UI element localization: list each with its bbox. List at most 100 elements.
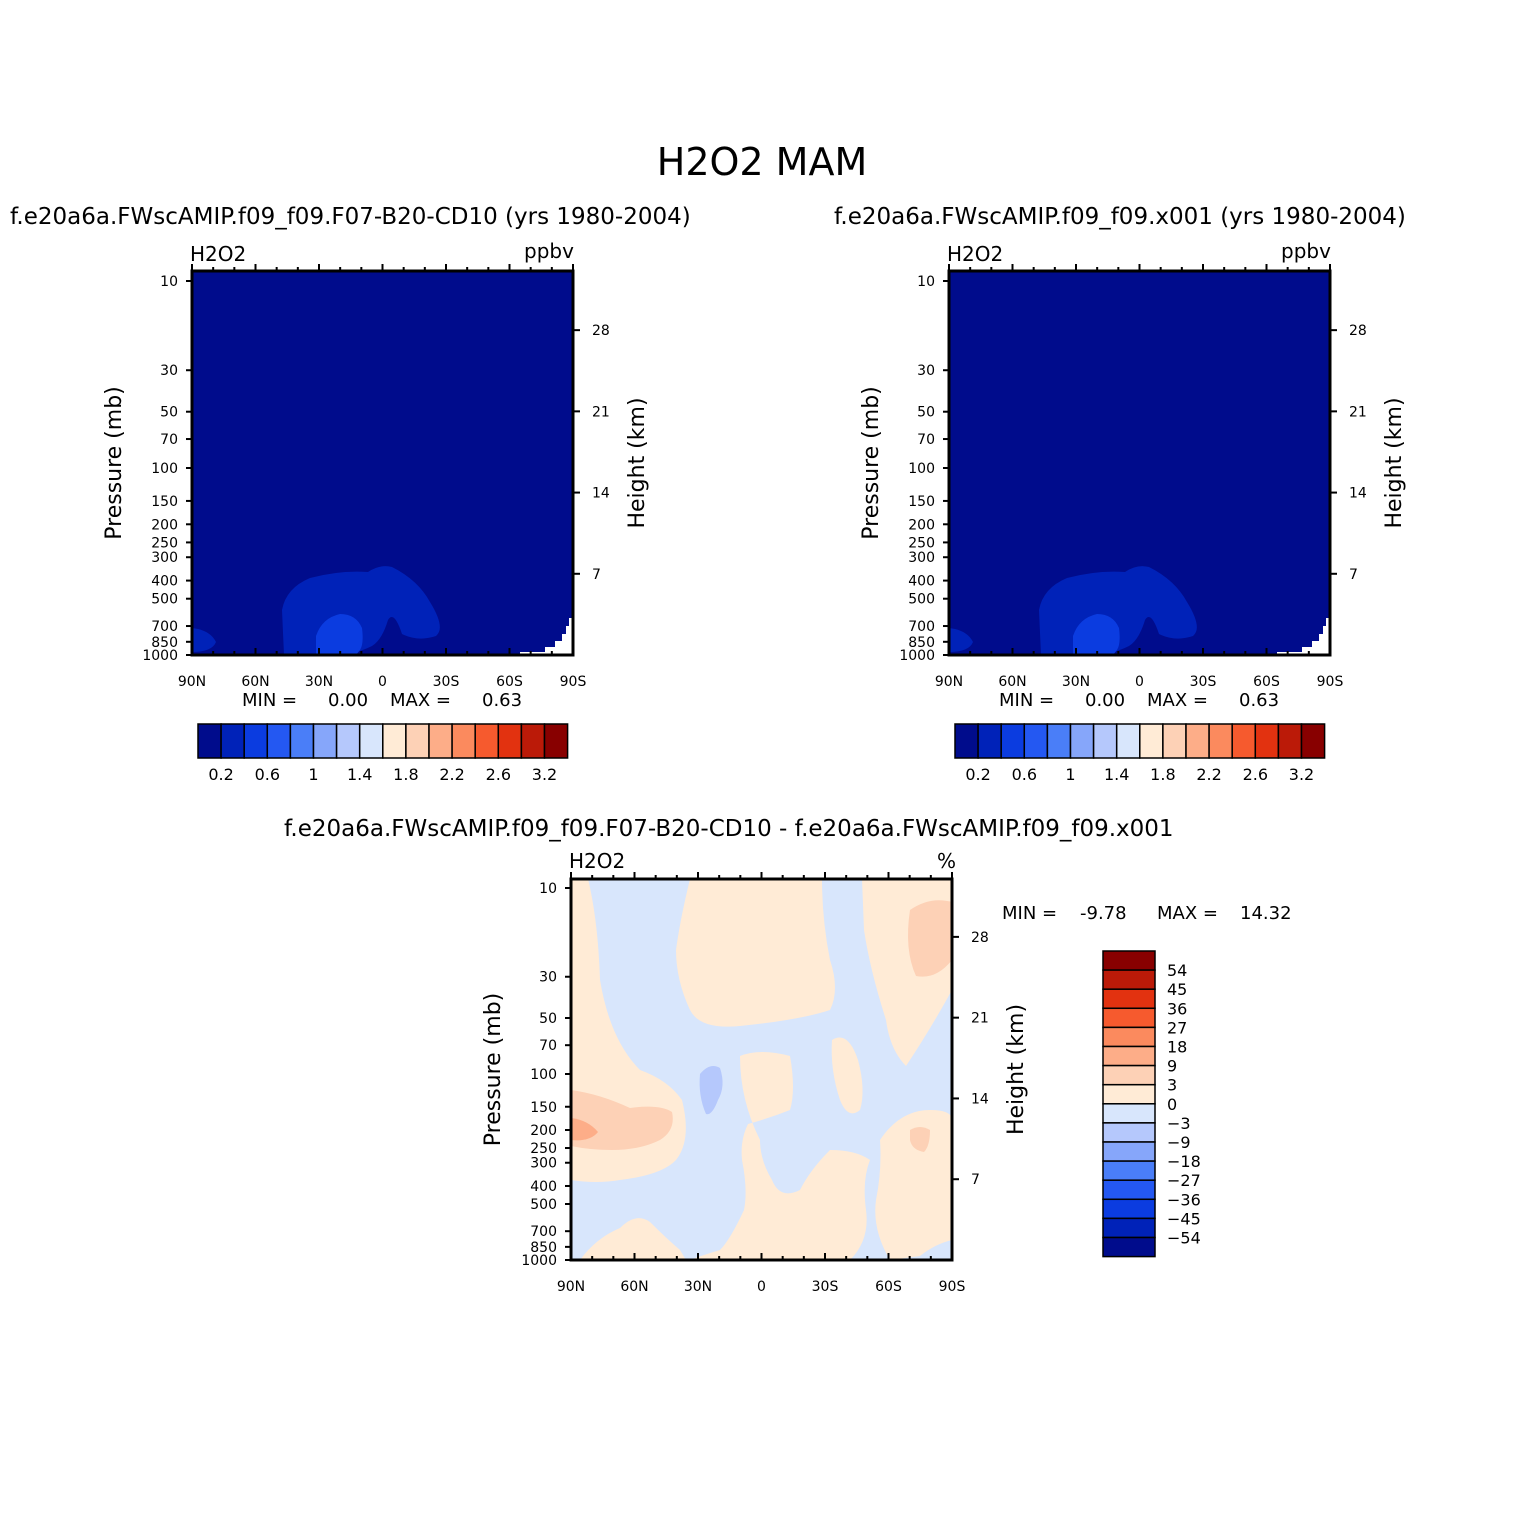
- panel3-colorbar-label: −9: [1167, 1133, 1191, 1152]
- panel3-y-tick-label: 10: [539, 881, 557, 897]
- panel2-colorbar: 0.2 0.6 1 1.4 1.8 2.2 2.6 3.2: [954, 723, 1326, 784]
- panel1-x-tick-label: 90N: [178, 674, 206, 690]
- panel1-y-tick-label: 700: [151, 619, 178, 635]
- panel2-x-tick-label: 60N: [998, 674, 1026, 690]
- panel3-positive-equator: [690, 1052, 870, 1260]
- panel2-colorbar-swatch: [1208, 723, 1233, 759]
- panel1-y-right-tick-label: 28: [592, 323, 610, 339]
- panel2-colorbar-swatch: [1069, 723, 1095, 759]
- panel1-colorbar-swatch: [266, 723, 292, 759]
- panel3-y-right-tick-label: 21: [971, 1011, 989, 1027]
- panel3-colorbar-swatch: [1102, 988, 1156, 1010]
- panel2-y-tick-label: 250: [908, 535, 935, 551]
- panel1-y-right-tick-label: 14: [592, 486, 610, 502]
- panel2-max-label: MAX =: [1147, 690, 1208, 711]
- panel1-y-tick-label: 30: [160, 363, 178, 379]
- panel1-units-label: ppbv: [524, 239, 574, 263]
- panel2-colorbar-swatch: [1277, 723, 1303, 759]
- panel2-y-axis-title: Pressure (mb): [859, 386, 884, 540]
- panel2-colorbar-swatch: [1023, 723, 1049, 759]
- panel3-colorbar-swatch: [1102, 1103, 1156, 1124]
- panel2-colorbar-label: 1: [1065, 765, 1075, 784]
- panel3-colorbar-label: −27: [1167, 1171, 1201, 1190]
- panel2-y-tick-label: 50: [917, 405, 935, 421]
- panel3-colorbar-swatch: [1102, 950, 1156, 971]
- panel3-colorbar-swatch: [1102, 1236, 1156, 1258]
- panel3-x-tick-label: 30S: [812, 1279, 839, 1295]
- panel3-x-tick-label: 60N: [620, 1279, 648, 1295]
- panel1-y-tick-label: 10: [160, 274, 178, 290]
- panel1-x-tick-label: 60N: [241, 674, 269, 690]
- panel3-colorbar-label: −36: [1167, 1190, 1201, 1209]
- panel3-field: [571, 879, 952, 1260]
- panel3-min-label: MIN =: [1002, 903, 1058, 924]
- panel3-colorbar-label: 3: [1167, 1076, 1177, 1095]
- panel1-y-right-tick-label: 21: [592, 404, 610, 420]
- panel2-y-right-tick-label: 21: [1349, 404, 1367, 420]
- panel3-positive-surface-nh: [580, 1218, 686, 1260]
- panel3-y-tick-label: 250: [530, 1141, 557, 1157]
- figure-title: H2O2 MAM: [656, 140, 868, 184]
- panel2-colorbar-label: 2.2: [1196, 765, 1221, 784]
- panel1-x-tick-label: 30N: [305, 674, 333, 690]
- panel3-variable-label: H2O2: [569, 849, 626, 873]
- panel1-x-tick-label: 30S: [433, 674, 460, 690]
- panel3-colorbar-swatch: [1102, 1217, 1156, 1239]
- panel2-colorbar-swatch: [1000, 723, 1026, 759]
- panel3-positive-midlat-nh: [676, 879, 835, 1027]
- panel2-y-tick-label: 70: [917, 432, 935, 448]
- panel1-y-right-tick-label: 7: [592, 567, 601, 583]
- panel1-y-tick-label: 250: [151, 535, 178, 551]
- panel3-colorbar-swatch: [1102, 1083, 1156, 1105]
- panel2-colorbar-swatch: [1115, 723, 1141, 759]
- panel3-colorbar-swatch: [1102, 1007, 1156, 1029]
- panel3-colorbar-swatch: [1102, 1141, 1156, 1162]
- panel2-terrain: [1277, 618, 1330, 655]
- panel1-colorbar-label: 0.6: [255, 765, 280, 784]
- panel2-x-tick-label: 30N: [1062, 674, 1090, 690]
- panel3-colorbar-swatch: [1102, 1045, 1156, 1067]
- panel3-negative-near-surface: [700, 1231, 728, 1250]
- panel3-contour-3-south-lower: [910, 1127, 930, 1152]
- panel1-colorbar-swatch: [197, 723, 222, 759]
- panel2-y-tick-label: 500: [908, 592, 935, 608]
- panel3-colorbar-swatch: [1102, 1026, 1156, 1048]
- panel2-x-tick-label: 60S: [1253, 674, 1280, 690]
- panel3-x-tick-label: 90S: [939, 1279, 966, 1295]
- panel1-min-label: MIN =: [242, 690, 298, 711]
- panel3-x-tick-label: 30N: [684, 1279, 712, 1295]
- panel2-max-value: 0.63: [1239, 690, 1280, 711]
- panel3-x-tick-label: 0: [757, 1279, 766, 1295]
- panel1-y-tick-label: 400: [151, 574, 178, 590]
- panel1-y-tick-label: 300: [151, 550, 178, 566]
- panel2-y-tick-label: 150: [908, 494, 935, 510]
- panel2-y-tick-label: 400: [908, 574, 935, 590]
- panel3-colorbar-swatch: [1102, 1122, 1156, 1143]
- panel2-colorbar-swatch: [1139, 723, 1164, 759]
- panel1-y-tick-label: 200: [151, 517, 178, 533]
- panel3-y-tick-label: 1000: [521, 1253, 557, 1269]
- panel3-y-tick-label: 70: [539, 1038, 557, 1054]
- panel1-y-axis-title: Pressure (mb): [102, 386, 127, 540]
- panel3-colorbar-label: 54: [1167, 961, 1187, 980]
- panel3-colorbar-swatch: [1102, 1160, 1156, 1181]
- panel3-colorbar-swatch: [1102, 1198, 1156, 1220]
- panel3-positive-south-mid: [831, 1037, 863, 1114]
- panel2-colorbar-swatch: [977, 723, 1002, 759]
- panel2-colorbar-label: 0.2: [965, 765, 990, 784]
- panel3-y-tick-label: 50: [539, 1011, 557, 1027]
- panel2-y-tick-label: 1000: [899, 648, 935, 664]
- panel3-y-tick-label: 30: [539, 970, 557, 986]
- panel3-negative-minus3: [699, 1066, 723, 1115]
- panel3-colorbar-label: −18: [1167, 1152, 1201, 1171]
- panel3-colorbar-swatch: [1102, 1179, 1156, 1201]
- panel3-title: f.e20a6a.FWscAMIP.f09_f09.F07-B20-CD10 -…: [284, 816, 1174, 842]
- panel3-y-tick-label: 500: [530, 1197, 557, 1213]
- panel1-y-tick-label: 500: [151, 592, 178, 608]
- panel1-y-tick-label: 1000: [142, 648, 178, 664]
- panel1-colorbar-swatch: [451, 723, 476, 759]
- panel1-y-right-axis-title: Height (km): [625, 397, 650, 528]
- panel3-contour-3-south-upper: [908, 900, 952, 977]
- panel1-y-tick-label: 50: [160, 405, 178, 421]
- panel3-colorbar-swatch: [1102, 1064, 1156, 1086]
